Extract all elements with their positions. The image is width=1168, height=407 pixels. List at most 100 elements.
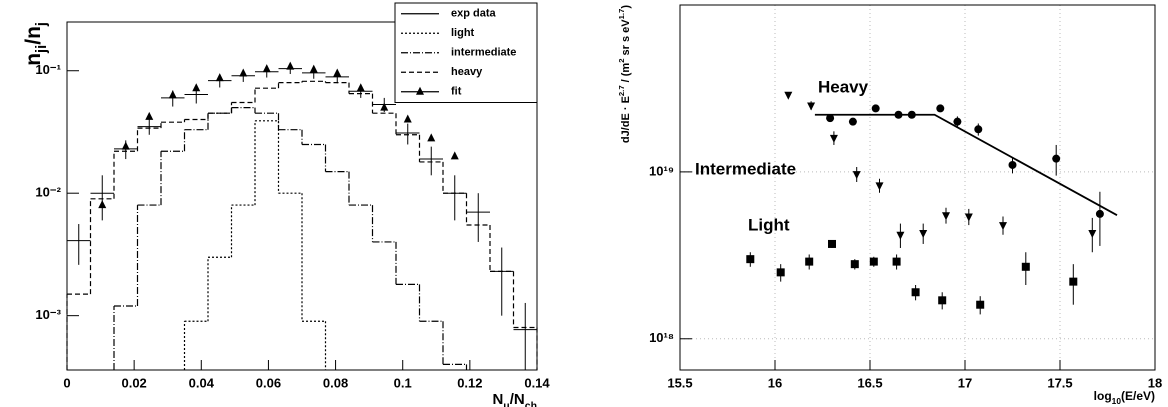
marker	[1052, 154, 1061, 163]
x-tick-label: 18	[1148, 375, 1162, 390]
x-tick-label: 17.5	[1047, 375, 1072, 390]
legend-label: heavy	[451, 66, 483, 78]
marker	[192, 83, 201, 92]
marker	[286, 61, 295, 70]
plot-frame	[679, 4, 1156, 371]
fit-line	[814, 113, 1118, 217]
y-tick-label: 10⁻³	[35, 307, 61, 322]
marker	[974, 125, 983, 134]
marker	[1021, 262, 1030, 271]
marker	[309, 64, 318, 73]
marker	[145, 111, 154, 120]
axis-label-part: log	[1094, 389, 1112, 403]
axis-label-part: (E/eV)	[1121, 389, 1155, 403]
legend-label: fit	[451, 86, 462, 98]
marker	[869, 257, 878, 266]
marker	[828, 239, 836, 248]
marker	[403, 114, 412, 123]
marker	[356, 83, 365, 92]
marker	[826, 114, 835, 123]
marker	[936, 104, 945, 113]
marker	[964, 213, 973, 222]
marker	[1088, 230, 1097, 239]
axis-label-part: sr s eV	[620, 19, 632, 59]
axis-label-part: /n	[22, 26, 45, 45]
x-tick-label: 0.08	[323, 375, 348, 390]
axis-label-part: 2.7	[617, 85, 626, 96]
axis-label-part: j	[34, 22, 50, 27]
axis-label-part: / (m	[620, 63, 632, 86]
marker	[938, 296, 947, 305]
marker	[953, 117, 962, 126]
marker	[976, 300, 985, 309]
axis-label-part: 1.7	[617, 9, 626, 20]
legend-label: exp data	[451, 8, 497, 20]
marker	[829, 134, 838, 143]
series-label: Heavy	[818, 77, 869, 96]
marker	[776, 268, 785, 277]
marker	[1095, 209, 1104, 218]
plot-frame	[66, 21, 538, 371]
marker	[942, 212, 950, 221]
y-tick-label: 10¹⁸	[649, 330, 674, 345]
y-tick-label: 10¹⁹	[649, 163, 674, 178]
axis-label: log10(E/eV)	[1094, 389, 1155, 406]
x-tick-label: 0	[63, 375, 70, 390]
axis-label-part: ji	[34, 45, 50, 54]
marker	[999, 222, 1007, 231]
marker	[215, 73, 224, 82]
marker	[871, 104, 880, 113]
legend-label: light	[451, 27, 475, 39]
series-label: Intermediate	[695, 159, 796, 178]
marker	[262, 64, 271, 73]
x-tick-label: 0.06	[256, 375, 281, 390]
marker	[1069, 277, 1078, 286]
marker	[1008, 160, 1017, 169]
marker	[121, 141, 130, 150]
marker	[892, 257, 901, 266]
axis-label: Nμ/Nch	[492, 391, 537, 407]
x-tick-label: 0.1	[394, 375, 412, 390]
axis-label-part: )	[620, 5, 632, 9]
marker	[807, 102, 816, 111]
marker	[875, 182, 884, 191]
series-label: Light	[748, 215, 790, 234]
x-tick-label: 16.5	[857, 375, 882, 390]
axis-label-part: 2	[617, 59, 626, 63]
marker	[919, 230, 928, 239]
axis-label-part: n	[22, 53, 45, 66]
marker	[168, 90, 177, 99]
axis-label-part: N	[492, 391, 503, 407]
marker	[848, 117, 857, 126]
y-tick-label: 10⁻²	[35, 185, 61, 200]
x-tick-label: 15.5	[667, 375, 692, 390]
axis-label-part: dJ/dE · E	[620, 96, 632, 143]
marker	[333, 68, 342, 77]
y-tick-label: 10⁻¹	[35, 62, 61, 77]
marker	[380, 102, 389, 111]
axis-label-part: ch	[525, 400, 537, 407]
x-tick-label: 0.12	[457, 375, 482, 390]
legend-label: intermediate	[451, 47, 516, 59]
marker	[911, 288, 920, 297]
x-tick-label: 0.14	[524, 375, 550, 390]
marker	[416, 86, 424, 95]
marker	[784, 91, 793, 100]
marker	[850, 260, 859, 269]
marker	[427, 133, 436, 142]
axis-label: nji/nj	[22, 22, 50, 66]
axis-label-part: 10	[1112, 396, 1122, 406]
axis-label-part: μ	[503, 400, 509, 407]
x-tick-label: 0.02	[121, 375, 146, 390]
axis-label: dJ/dE · E2.7 / (m2 sr s eV1.7)	[617, 5, 632, 143]
marker	[746, 255, 755, 264]
x-tick-label: 16	[768, 375, 782, 390]
x-tick-label: 0.04	[189, 375, 215, 390]
marker	[896, 231, 905, 240]
marker	[98, 200, 107, 209]
marker	[239, 68, 248, 77]
axis-label-part: /N	[510, 391, 525, 407]
marker	[805, 257, 814, 266]
marker	[450, 151, 459, 160]
